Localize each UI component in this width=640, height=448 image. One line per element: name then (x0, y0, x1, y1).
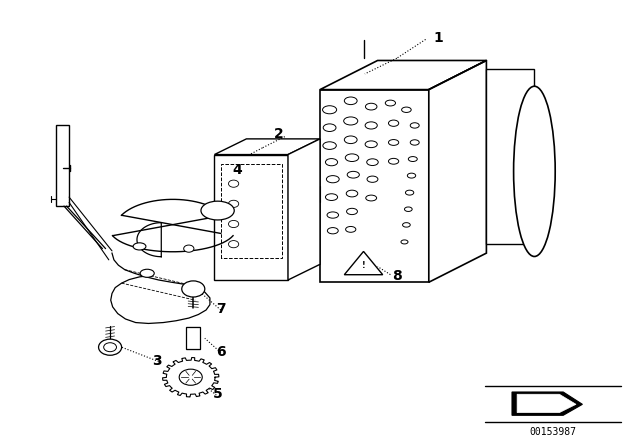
Polygon shape (163, 358, 219, 397)
Ellipse shape (410, 123, 419, 128)
Circle shape (104, 343, 116, 352)
Circle shape (184, 245, 194, 252)
Polygon shape (486, 69, 534, 244)
Ellipse shape (367, 176, 378, 182)
Ellipse shape (346, 227, 356, 233)
Text: 3: 3 (152, 353, 162, 368)
Polygon shape (429, 60, 486, 282)
Ellipse shape (326, 159, 338, 166)
Circle shape (228, 220, 239, 228)
Circle shape (228, 241, 239, 248)
Ellipse shape (403, 223, 410, 227)
Ellipse shape (401, 240, 408, 244)
Ellipse shape (388, 140, 399, 145)
Ellipse shape (328, 228, 339, 234)
Text: 6: 6 (216, 345, 226, 359)
Ellipse shape (323, 142, 337, 149)
Polygon shape (288, 139, 320, 280)
Polygon shape (517, 394, 576, 413)
Ellipse shape (133, 243, 146, 250)
Ellipse shape (407, 173, 416, 178)
Polygon shape (320, 60, 486, 90)
Ellipse shape (323, 124, 336, 132)
Text: 1: 1 (433, 31, 444, 45)
Ellipse shape (367, 159, 378, 166)
Polygon shape (221, 164, 282, 258)
Circle shape (228, 200, 239, 207)
Ellipse shape (201, 201, 234, 220)
Polygon shape (56, 125, 69, 206)
Circle shape (228, 180, 239, 187)
Text: 5: 5 (212, 387, 223, 401)
Ellipse shape (514, 86, 555, 256)
Ellipse shape (385, 100, 396, 106)
Circle shape (179, 369, 202, 385)
Ellipse shape (365, 141, 378, 148)
Ellipse shape (404, 207, 412, 211)
Ellipse shape (408, 156, 417, 161)
Ellipse shape (344, 97, 357, 105)
Polygon shape (214, 139, 320, 155)
Text: 7: 7 (216, 302, 226, 316)
Ellipse shape (326, 194, 338, 201)
Text: 8: 8 (392, 268, 402, 283)
Ellipse shape (344, 136, 357, 144)
Circle shape (99, 339, 122, 355)
Circle shape (182, 281, 205, 297)
Ellipse shape (366, 195, 376, 201)
Ellipse shape (388, 159, 399, 164)
Ellipse shape (347, 208, 357, 215)
Ellipse shape (140, 269, 154, 277)
Ellipse shape (346, 154, 359, 161)
Ellipse shape (388, 120, 399, 126)
Ellipse shape (410, 140, 419, 145)
Text: 4: 4 (232, 163, 242, 177)
Text: 00153987: 00153987 (529, 427, 577, 437)
Ellipse shape (327, 212, 339, 218)
Ellipse shape (365, 103, 377, 110)
Ellipse shape (402, 107, 412, 112)
Ellipse shape (323, 106, 337, 114)
Ellipse shape (365, 122, 378, 129)
Polygon shape (344, 251, 383, 275)
Bar (186, 327, 200, 349)
Ellipse shape (326, 176, 339, 183)
Ellipse shape (348, 172, 360, 178)
Ellipse shape (406, 190, 414, 195)
Text: !: ! (362, 261, 365, 270)
Polygon shape (512, 392, 582, 415)
Bar (214, 155, 288, 280)
Text: 2: 2 (273, 127, 284, 142)
Ellipse shape (346, 190, 358, 197)
Bar (320, 90, 429, 282)
Ellipse shape (344, 117, 358, 125)
